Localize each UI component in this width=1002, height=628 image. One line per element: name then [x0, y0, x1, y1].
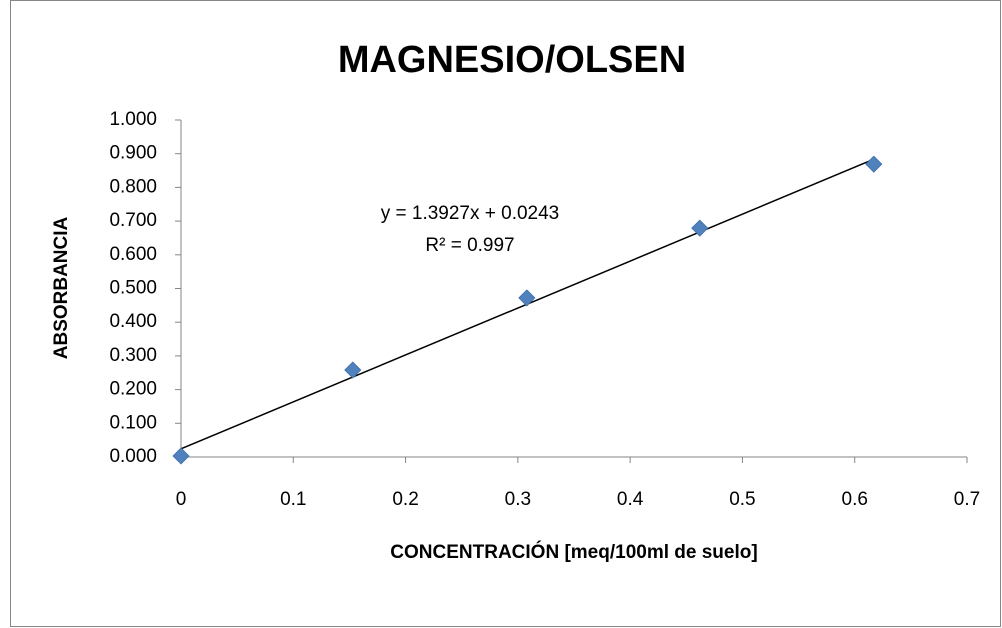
x-tick-label: 0.4 — [617, 489, 644, 510]
y-tick-label: 0.000 — [109, 446, 157, 467]
data-point — [518, 289, 536, 307]
x-tick-label: 0.3 — [505, 489, 531, 510]
x-tick-label: 0.6 — [842, 489, 868, 510]
x-tick-label: 0 — [176, 489, 187, 510]
data-point — [691, 219, 709, 237]
x-axis-label: CONCENTRACIÓN [meq/100ml de suelo] — [390, 541, 757, 563]
trendline-equation: y = 1.3927x + 0.0243 — [381, 203, 560, 224]
y-tick-label: 0.200 — [109, 379, 157, 400]
y-tick-label: 0.500 — [109, 278, 157, 299]
y-tick-label: 0.100 — [109, 412, 157, 433]
y-tick-label: 0.800 — [109, 176, 157, 197]
x-tick-label: 0.1 — [280, 489, 306, 510]
y-tick-label: 0.900 — [109, 143, 157, 164]
y-tick-label: 0.700 — [109, 210, 157, 231]
data-point — [865, 155, 883, 173]
y-tick-label: 0.400 — [109, 311, 157, 332]
trendline-r-squared: R² = 0.997 — [425, 235, 514, 256]
chart-title: MAGNESIO/OLSEN — [338, 39, 686, 81]
y-tick-label: 1.000 — [109, 109, 157, 130]
y-tick-label: 0.600 — [109, 244, 157, 265]
data-point — [344, 361, 362, 379]
x-tick-label: 0.2 — [392, 489, 418, 510]
y-axis-label: ABSORBANCIA — [51, 216, 72, 359]
data-point — [172, 447, 190, 465]
x-tick-label: 0.5 — [729, 489, 755, 510]
y-tick-label: 0.300 — [109, 345, 157, 366]
x-tick-label: 0.7 — [954, 489, 980, 510]
